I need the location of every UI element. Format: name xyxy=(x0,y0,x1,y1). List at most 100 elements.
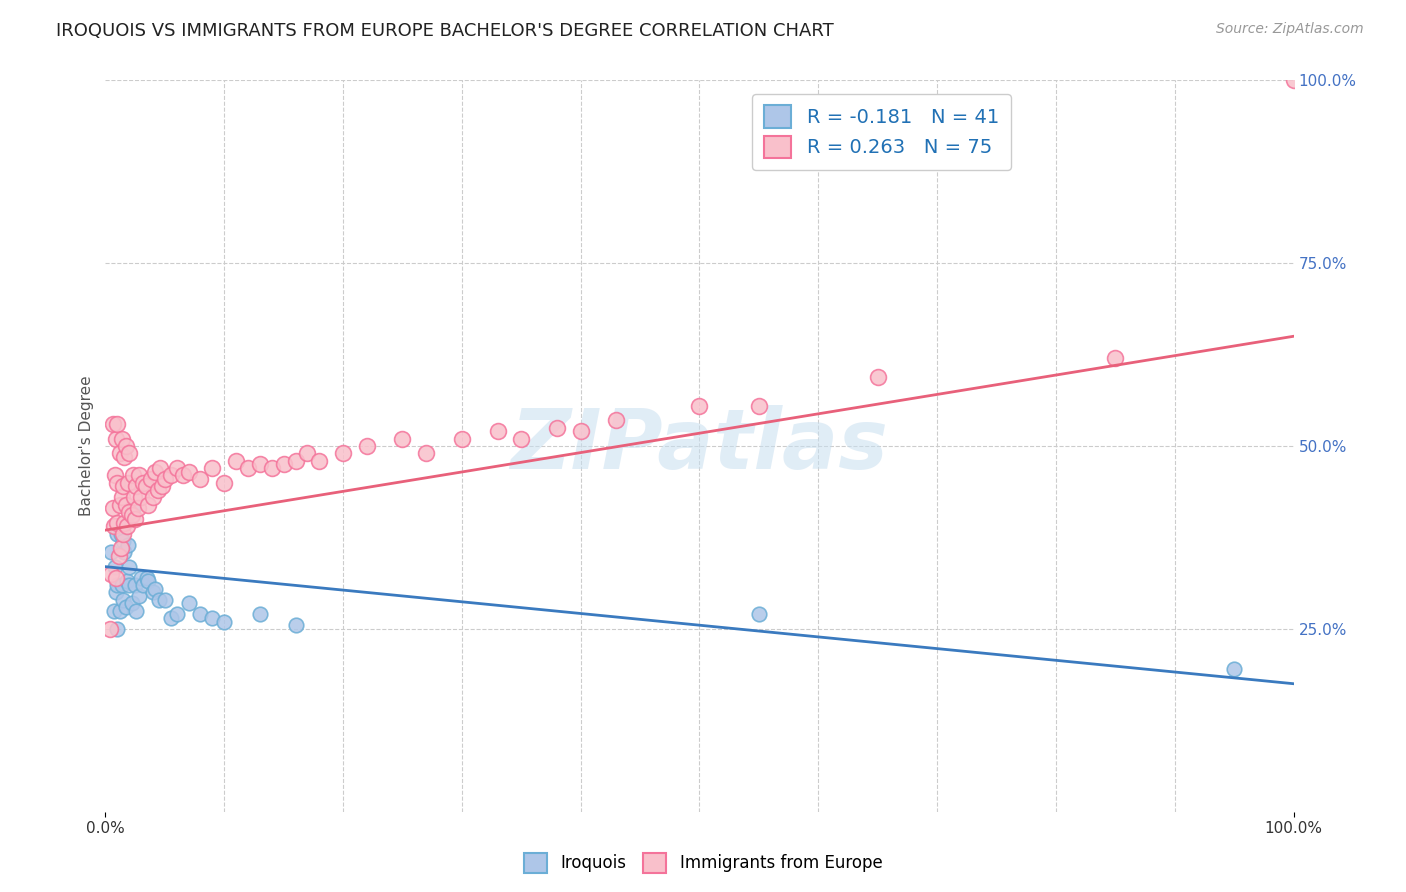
Point xyxy=(105,622,128,636)
Point xyxy=(605,413,627,427)
Point xyxy=(100,567,122,582)
Point xyxy=(201,611,224,625)
Point xyxy=(284,618,307,632)
Point xyxy=(546,421,568,435)
Point xyxy=(111,578,134,592)
Point xyxy=(225,453,247,467)
Point xyxy=(105,526,128,541)
Point xyxy=(117,475,139,490)
Point xyxy=(125,603,148,617)
Point xyxy=(190,607,212,622)
Point xyxy=(108,498,131,512)
Point xyxy=(866,369,889,384)
Point xyxy=(139,472,162,486)
Point xyxy=(129,571,152,585)
Y-axis label: Bachelor's Degree: Bachelor's Degree xyxy=(79,376,94,516)
Point xyxy=(104,468,127,483)
Legend: R = -0.181   N = 41, R = 0.263   N = 75: R = -0.181 N = 41, R = 0.263 N = 75 xyxy=(752,94,1011,169)
Point xyxy=(108,603,131,617)
Point xyxy=(98,622,121,636)
Point xyxy=(121,596,143,610)
Point xyxy=(214,615,236,629)
Point xyxy=(114,599,136,614)
Point xyxy=(118,578,141,592)
Point xyxy=(127,501,149,516)
Text: Source: ZipAtlas.com: Source: ZipAtlas.com xyxy=(1216,22,1364,37)
Point xyxy=(115,574,138,589)
Point xyxy=(114,545,136,559)
Point xyxy=(114,516,136,530)
Point xyxy=(111,432,134,446)
Point xyxy=(136,571,159,585)
Legend: Iroquois, Immigrants from Europe: Iroquois, Immigrants from Europe xyxy=(517,847,889,880)
Point xyxy=(142,585,165,599)
Point xyxy=(166,461,188,475)
Point xyxy=(118,559,141,574)
Point xyxy=(132,475,155,490)
Point xyxy=(122,490,145,504)
Point xyxy=(356,439,378,453)
Point xyxy=(308,453,330,467)
Point xyxy=(260,461,283,475)
Point xyxy=(143,582,166,596)
Point xyxy=(112,479,135,493)
Point xyxy=(108,446,131,460)
Point xyxy=(152,479,174,493)
Point xyxy=(124,512,146,526)
Point xyxy=(190,472,212,486)
Point xyxy=(486,425,509,439)
Point xyxy=(112,592,135,607)
Point xyxy=(128,468,150,483)
Point xyxy=(284,453,307,467)
Point xyxy=(748,399,770,413)
Point xyxy=(1282,73,1305,87)
Point xyxy=(159,468,181,483)
Text: IROQUOIS VS IMMIGRANTS FROM EUROPE BACHELOR'S DEGREE CORRELATION CHART: IROQUOIS VS IMMIGRANTS FROM EUROPE BACHE… xyxy=(56,22,834,40)
Point xyxy=(153,592,176,607)
Point xyxy=(332,446,354,460)
Point xyxy=(236,461,259,475)
Point xyxy=(121,508,143,523)
Point xyxy=(249,607,271,622)
Point xyxy=(114,498,136,512)
Point xyxy=(105,571,128,585)
Point xyxy=(100,545,122,559)
Point xyxy=(124,578,146,592)
Point xyxy=(105,417,128,431)
Point xyxy=(1223,662,1246,676)
Point xyxy=(450,432,472,446)
Point xyxy=(569,425,592,439)
Point xyxy=(142,490,165,504)
Point xyxy=(128,589,150,603)
Point xyxy=(112,534,135,549)
Point xyxy=(114,450,136,464)
Point xyxy=(118,505,141,519)
Point xyxy=(214,475,236,490)
Point xyxy=(125,479,148,493)
Point xyxy=(101,501,124,516)
Point xyxy=(146,483,169,497)
Point xyxy=(112,526,135,541)
Point xyxy=(177,465,200,479)
Point xyxy=(114,439,136,453)
Point xyxy=(107,549,129,563)
Point xyxy=(159,611,181,625)
Point xyxy=(201,461,224,475)
Point xyxy=(121,468,143,483)
Point xyxy=(103,603,125,617)
Point xyxy=(166,607,188,622)
Point xyxy=(110,541,132,556)
Point xyxy=(510,432,533,446)
Point xyxy=(415,446,437,460)
Point xyxy=(105,432,128,446)
Point xyxy=(136,574,159,589)
Point xyxy=(149,461,172,475)
Point xyxy=(105,578,128,592)
Point xyxy=(105,585,128,599)
Point xyxy=(104,559,127,574)
Point xyxy=(101,417,124,431)
Point xyxy=(249,457,271,471)
Point xyxy=(118,446,141,460)
Point xyxy=(129,490,152,504)
Point xyxy=(132,578,155,592)
